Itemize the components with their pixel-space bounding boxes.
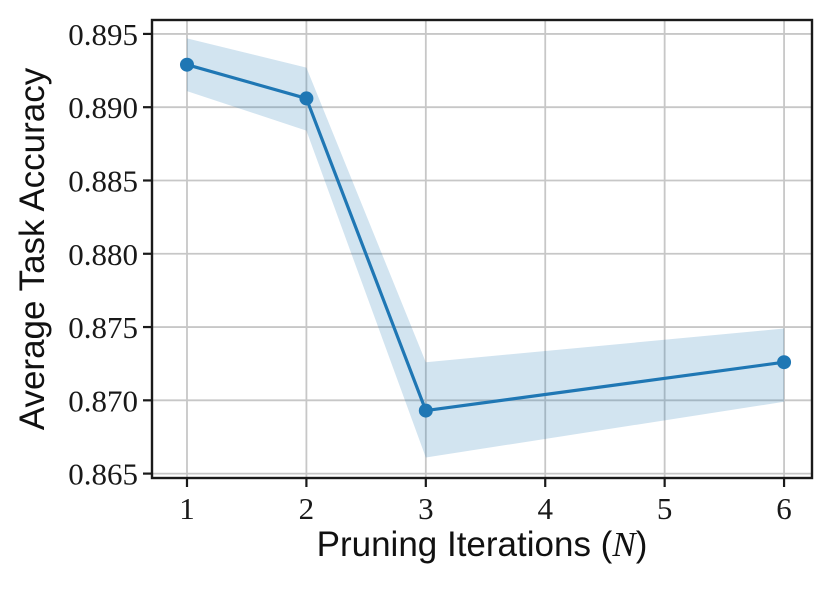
y-tick-label: 0.885 (68, 163, 138, 198)
x-axis-label-math-variable: N (611, 525, 637, 564)
x-tick-label: 1 (179, 491, 195, 526)
y-tick-label: 0.895 (68, 17, 138, 52)
x-tick-label: 4 (537, 491, 553, 526)
x-axis-label-text: Pruning Iterations ( (317, 525, 613, 564)
data-point-layer (179, 57, 792, 418)
y-axis-label: Average Task Accuracy (13, 67, 52, 430)
y-tick-label: 0.880 (68, 237, 138, 272)
y-tick-label: 0.865 (68, 457, 138, 492)
data-point-marker (777, 355, 792, 370)
x-tick-label: 2 (299, 491, 315, 526)
series-line (185, 63, 786, 413)
plot-border (150, 18, 814, 480)
data-point-marker (418, 403, 433, 418)
confidence-band (186, 38, 785, 458)
x-axis-label: Pruning Iterations (N) (317, 525, 648, 564)
data-point-marker (179, 57, 194, 72)
x-axis-label-closing: ) (636, 525, 648, 564)
tick-labels: 1 2 3 4 5 6 0.865 0.870 0.875 0.880 0.885 0.890 0.89… (68, 17, 792, 526)
x-tick-label: 3 (418, 491, 434, 526)
y-tick-label: 0.890 (68, 90, 138, 125)
y-tick-label: 0.875 (68, 310, 138, 345)
x-tick-label: 6 (776, 491, 792, 526)
gridlines (152, 20, 812, 478)
x-tick-label: 5 (657, 491, 673, 526)
confidence-band-layer (186, 38, 785, 458)
y-tick-label: 0.870 (68, 383, 138, 418)
axes-spines (150, 18, 814, 480)
data-point-marker (299, 91, 314, 106)
series-line-layer (185, 63, 786, 413)
tick-marks (143, 32, 786, 487)
